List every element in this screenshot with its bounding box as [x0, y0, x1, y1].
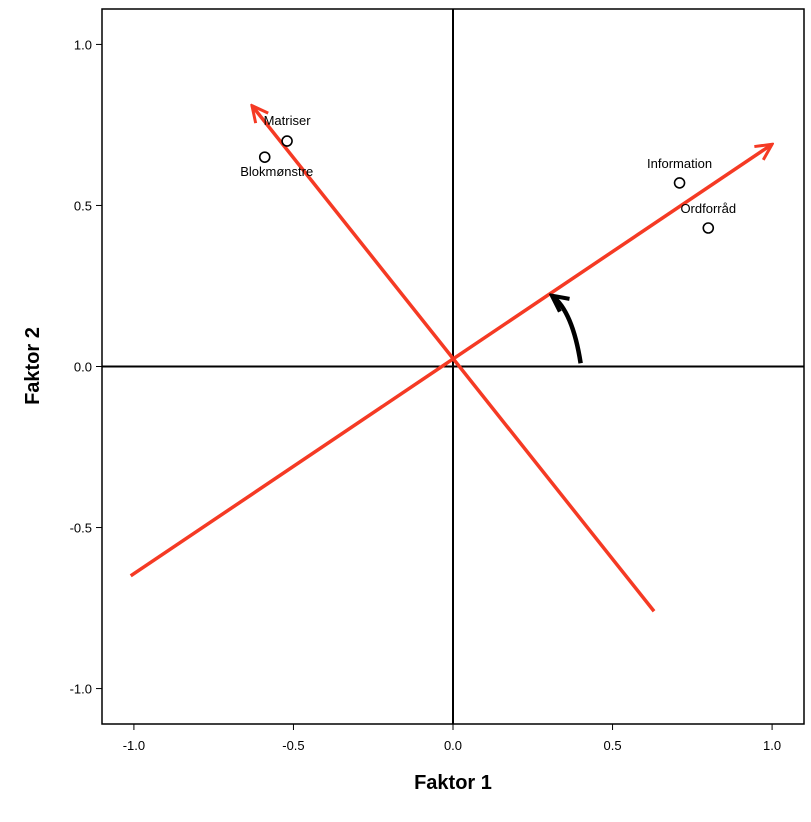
point-marker	[673, 177, 686, 189]
reference-lines	[102, 9, 804, 724]
y-tick-label: 0.0	[74, 360, 92, 375]
rotated-axis-1	[129, 144, 772, 578]
point-marker	[702, 222, 715, 234]
x-axis-title: Faktor 1	[414, 772, 492, 794]
x-tick-label: 0.0	[444, 738, 462, 753]
data-points: Matriser Blokmønstre Information Ordforråd	[240, 113, 736, 234]
point-marker	[258, 151, 271, 163]
y-tick-label: 1.0	[74, 37, 92, 52]
rotation-arrow-path	[552, 296, 583, 364]
y-tick-label: -0.5	[70, 521, 92, 536]
rotated-axis-2	[252, 106, 656, 613]
point-label: Ordforråd	[680, 201, 736, 216]
point-label: Information	[647, 156, 712, 171]
x-tick-label: -0.5	[282, 738, 304, 753]
axis-ticks: -1.0 -0.5 0.0 0.5 1.0 -1.0 -0.5 0.0 0.5 1.0	[70, 37, 782, 753]
point-label: Blokmønstre	[240, 164, 313, 179]
rotated-axes	[129, 106, 772, 613]
point-label: Matriser	[264, 113, 312, 128]
y-tick-label: 0.5	[74, 198, 92, 213]
x-tick-label: 0.5	[604, 738, 622, 753]
rotation-arrow	[552, 296, 583, 364]
y-axis-title: Faktor 2	[22, 327, 44, 405]
point-marker	[281, 135, 293, 147]
x-tick-label: 1.0	[763, 738, 781, 753]
x-tick-label: -1.0	[123, 738, 145, 753]
y-tick-label: -1.0	[70, 682, 92, 697]
